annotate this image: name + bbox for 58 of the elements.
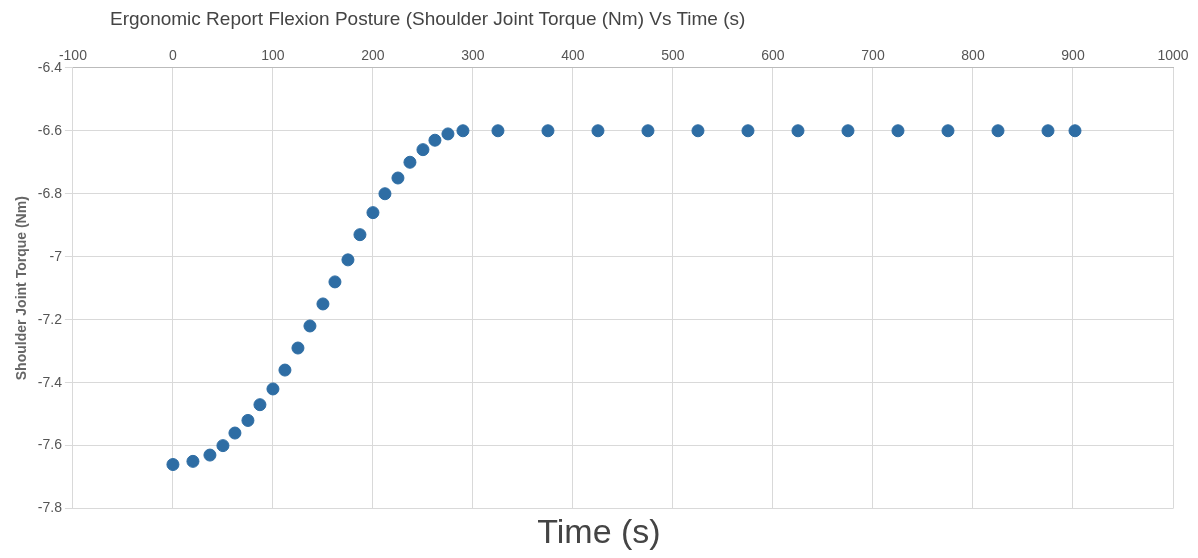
x-axis-title: Time (s) [537,512,661,550]
y-tick-label: -6.4 [37,58,63,75]
point [186,454,200,468]
point [378,187,392,201]
point [456,124,470,138]
point [741,124,755,138]
point [253,398,267,412]
point [791,124,805,138]
point [541,124,555,138]
point [441,127,455,141]
point [166,458,180,472]
point [691,124,705,138]
point [216,439,230,453]
point [941,124,955,138]
point [291,341,305,355]
x-tick-label: 300 [461,47,485,64]
point [341,253,355,267]
point [841,124,855,138]
y-tick-label: -7 [49,247,63,264]
x-tick-label: 800 [961,47,985,64]
y-tick-label: -7.2 [37,310,63,327]
x-tick-label: 600 [761,47,785,64]
x-tick-label: 100 [261,47,285,64]
point [428,133,442,147]
x-tick-label: 500 [661,47,685,64]
x-tick-label: 900 [1061,47,1085,64]
x-tick-label: 200 [361,47,385,64]
point [891,124,905,138]
point [391,171,405,185]
point [203,448,217,462]
point [591,124,605,138]
point [266,382,280,396]
point [328,275,342,289]
point [1041,124,1055,138]
x-tick-label: 700 [861,47,885,64]
chart-title: Ergonomic Report Flexion Posture (Shoulder Joint Torque (Nm) Vs Time (s) [110,8,746,30]
y-axis-title: Shoulder Joint Torque (Nm) [13,196,30,381]
point [416,143,430,157]
point [991,124,1005,138]
point [316,297,330,311]
y-tick-label: -7.4 [37,373,63,390]
x-tick-label: 0 [169,47,178,64]
point [403,155,417,169]
y-tick-label: -7.6 [37,436,63,453]
y-tick-label: -7.8 [37,499,63,516]
x-tick-label: 400 [561,47,585,64]
point [366,206,380,220]
point [491,124,505,138]
point [303,319,317,333]
point [1068,124,1082,138]
point [353,228,367,242]
point [228,426,242,440]
point [241,413,255,427]
point [278,363,292,377]
point [641,124,655,138]
y-tick-label: -6.8 [37,184,63,201]
y-tick-label: -6.6 [37,121,63,138]
x-tick-label: 1000 [1157,47,1189,64]
